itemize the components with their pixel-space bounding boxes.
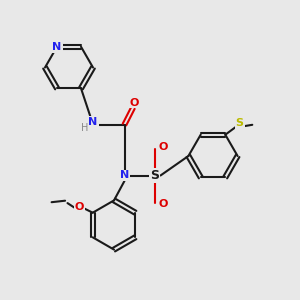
Text: O: O — [158, 142, 168, 152]
Text: O: O — [130, 98, 139, 108]
Text: S: S — [150, 169, 159, 182]
Text: S: S — [236, 118, 244, 128]
Text: N: N — [88, 116, 98, 127]
Text: N: N — [120, 170, 129, 181]
Text: N: N — [52, 42, 62, 52]
Text: O: O — [74, 202, 84, 212]
Text: O: O — [158, 199, 168, 209]
Text: H: H — [81, 123, 88, 133]
